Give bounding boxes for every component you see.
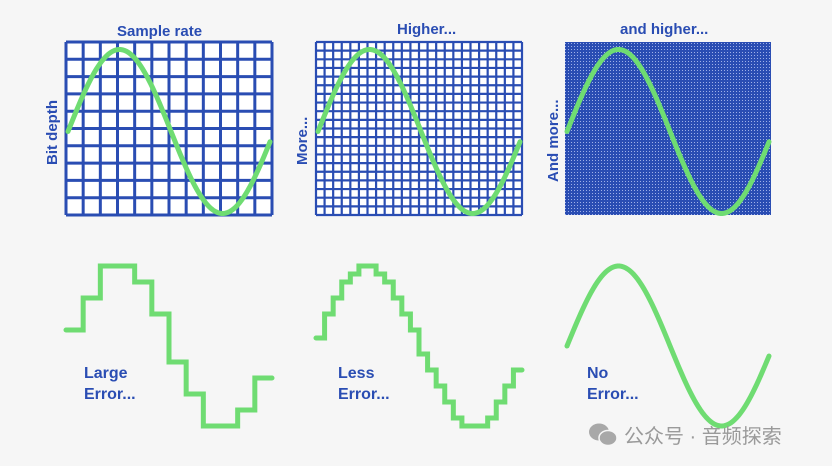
analog-sine-wave (315, 47, 523, 216)
panel-1-axis-label: Bit depth (44, 100, 61, 165)
reconstructed-wave (564, 263, 772, 429)
panel-2-error-label: Less Error... (338, 365, 390, 403)
panel-2-title: Higher... (397, 21, 457, 38)
panel-3-axis-label: And more... (545, 99, 562, 182)
analog-sine-wave (65, 47, 273, 216)
quantized-wave (313, 263, 525, 429)
analog-sine-wave (564, 47, 772, 216)
panel-2-axis-label: More... (294, 116, 311, 165)
panel-3-title: and higher... (620, 21, 709, 38)
watermark: 公众号 · 音频探索 (588, 420, 782, 449)
wechat-icon (589, 423, 618, 446)
panel-1-error-label: Large Error... (84, 365, 136, 403)
panel-1-title: Sample rate (117, 23, 203, 40)
quantized-wave (63, 263, 275, 429)
panel-3-error-label: No Error... (587, 365, 639, 403)
